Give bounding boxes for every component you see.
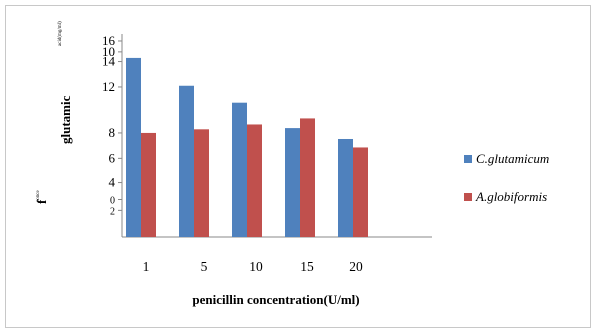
x-tick-label-1: 1: [143, 259, 150, 274]
bar-a-globiformis-20: [353, 147, 368, 237]
x-tick-label-15: 15: [300, 259, 314, 274]
x-categories-group: 1 5 10 15 20: [143, 259, 363, 274]
bar-c-glutamicum-5: [179, 85, 194, 237]
x-tick-label-5: 5: [201, 259, 208, 274]
bar-c-glutamicum-15: [285, 128, 300, 237]
y-axis-label-main: glutamic: [58, 95, 73, 144]
y-axis-label-small-bottom: conce: [36, 190, 41, 202]
bar-a-globiformis-5: [194, 129, 209, 237]
y-tick-label: 0: [110, 195, 115, 206]
y-axis-label-small-top: acid(mg/ml): [58, 21, 63, 46]
chart-frame: 16 10 14 12 8 6 4 0 2 1 5 10 15 20 acid(mg/ml) gluta…: [5, 5, 591, 328]
bars-group: [126, 57, 368, 237]
y-tick-label: 2: [110, 206, 115, 217]
legend-swatch-c-glutamicum: [464, 155, 472, 163]
bar-c-glutamicum-10: [232, 102, 247, 237]
bar-c-glutamicum-20: [338, 138, 353, 237]
y-tick-label: 14: [102, 54, 116, 69]
bar-a-globiformis-1: [141, 132, 156, 237]
legend-label-a-globiformis: A.globiformis: [475, 189, 547, 204]
bar-a-globiformis-15: [300, 118, 315, 237]
x-tick-label-20: 20: [349, 259, 363, 274]
legend-label-c-glutamicum: C.glutamicum: [476, 151, 549, 166]
y-tick-label: 6: [109, 150, 116, 165]
y-tick-label: 10: [102, 44, 115, 59]
legend-swatch-a-globiformis: [464, 193, 472, 201]
bar-c-glutamicum-1: [126, 57, 141, 237]
x-tick-label-10: 10: [249, 259, 263, 274]
bar-a-globiformis-10: [247, 124, 262, 237]
y-axis-label-letter: f: [34, 199, 49, 204]
legend: C.glutamicum A.globiformis: [464, 151, 549, 204]
y-tick-label: 12: [102, 79, 115, 94]
y-tick-label: 8: [109, 125, 116, 140]
y-tick-label: 16: [102, 33, 116, 48]
y-tick-label: 4: [109, 175, 116, 190]
x-axis-title: penicillin concentration(U/ml): [192, 292, 359, 307]
